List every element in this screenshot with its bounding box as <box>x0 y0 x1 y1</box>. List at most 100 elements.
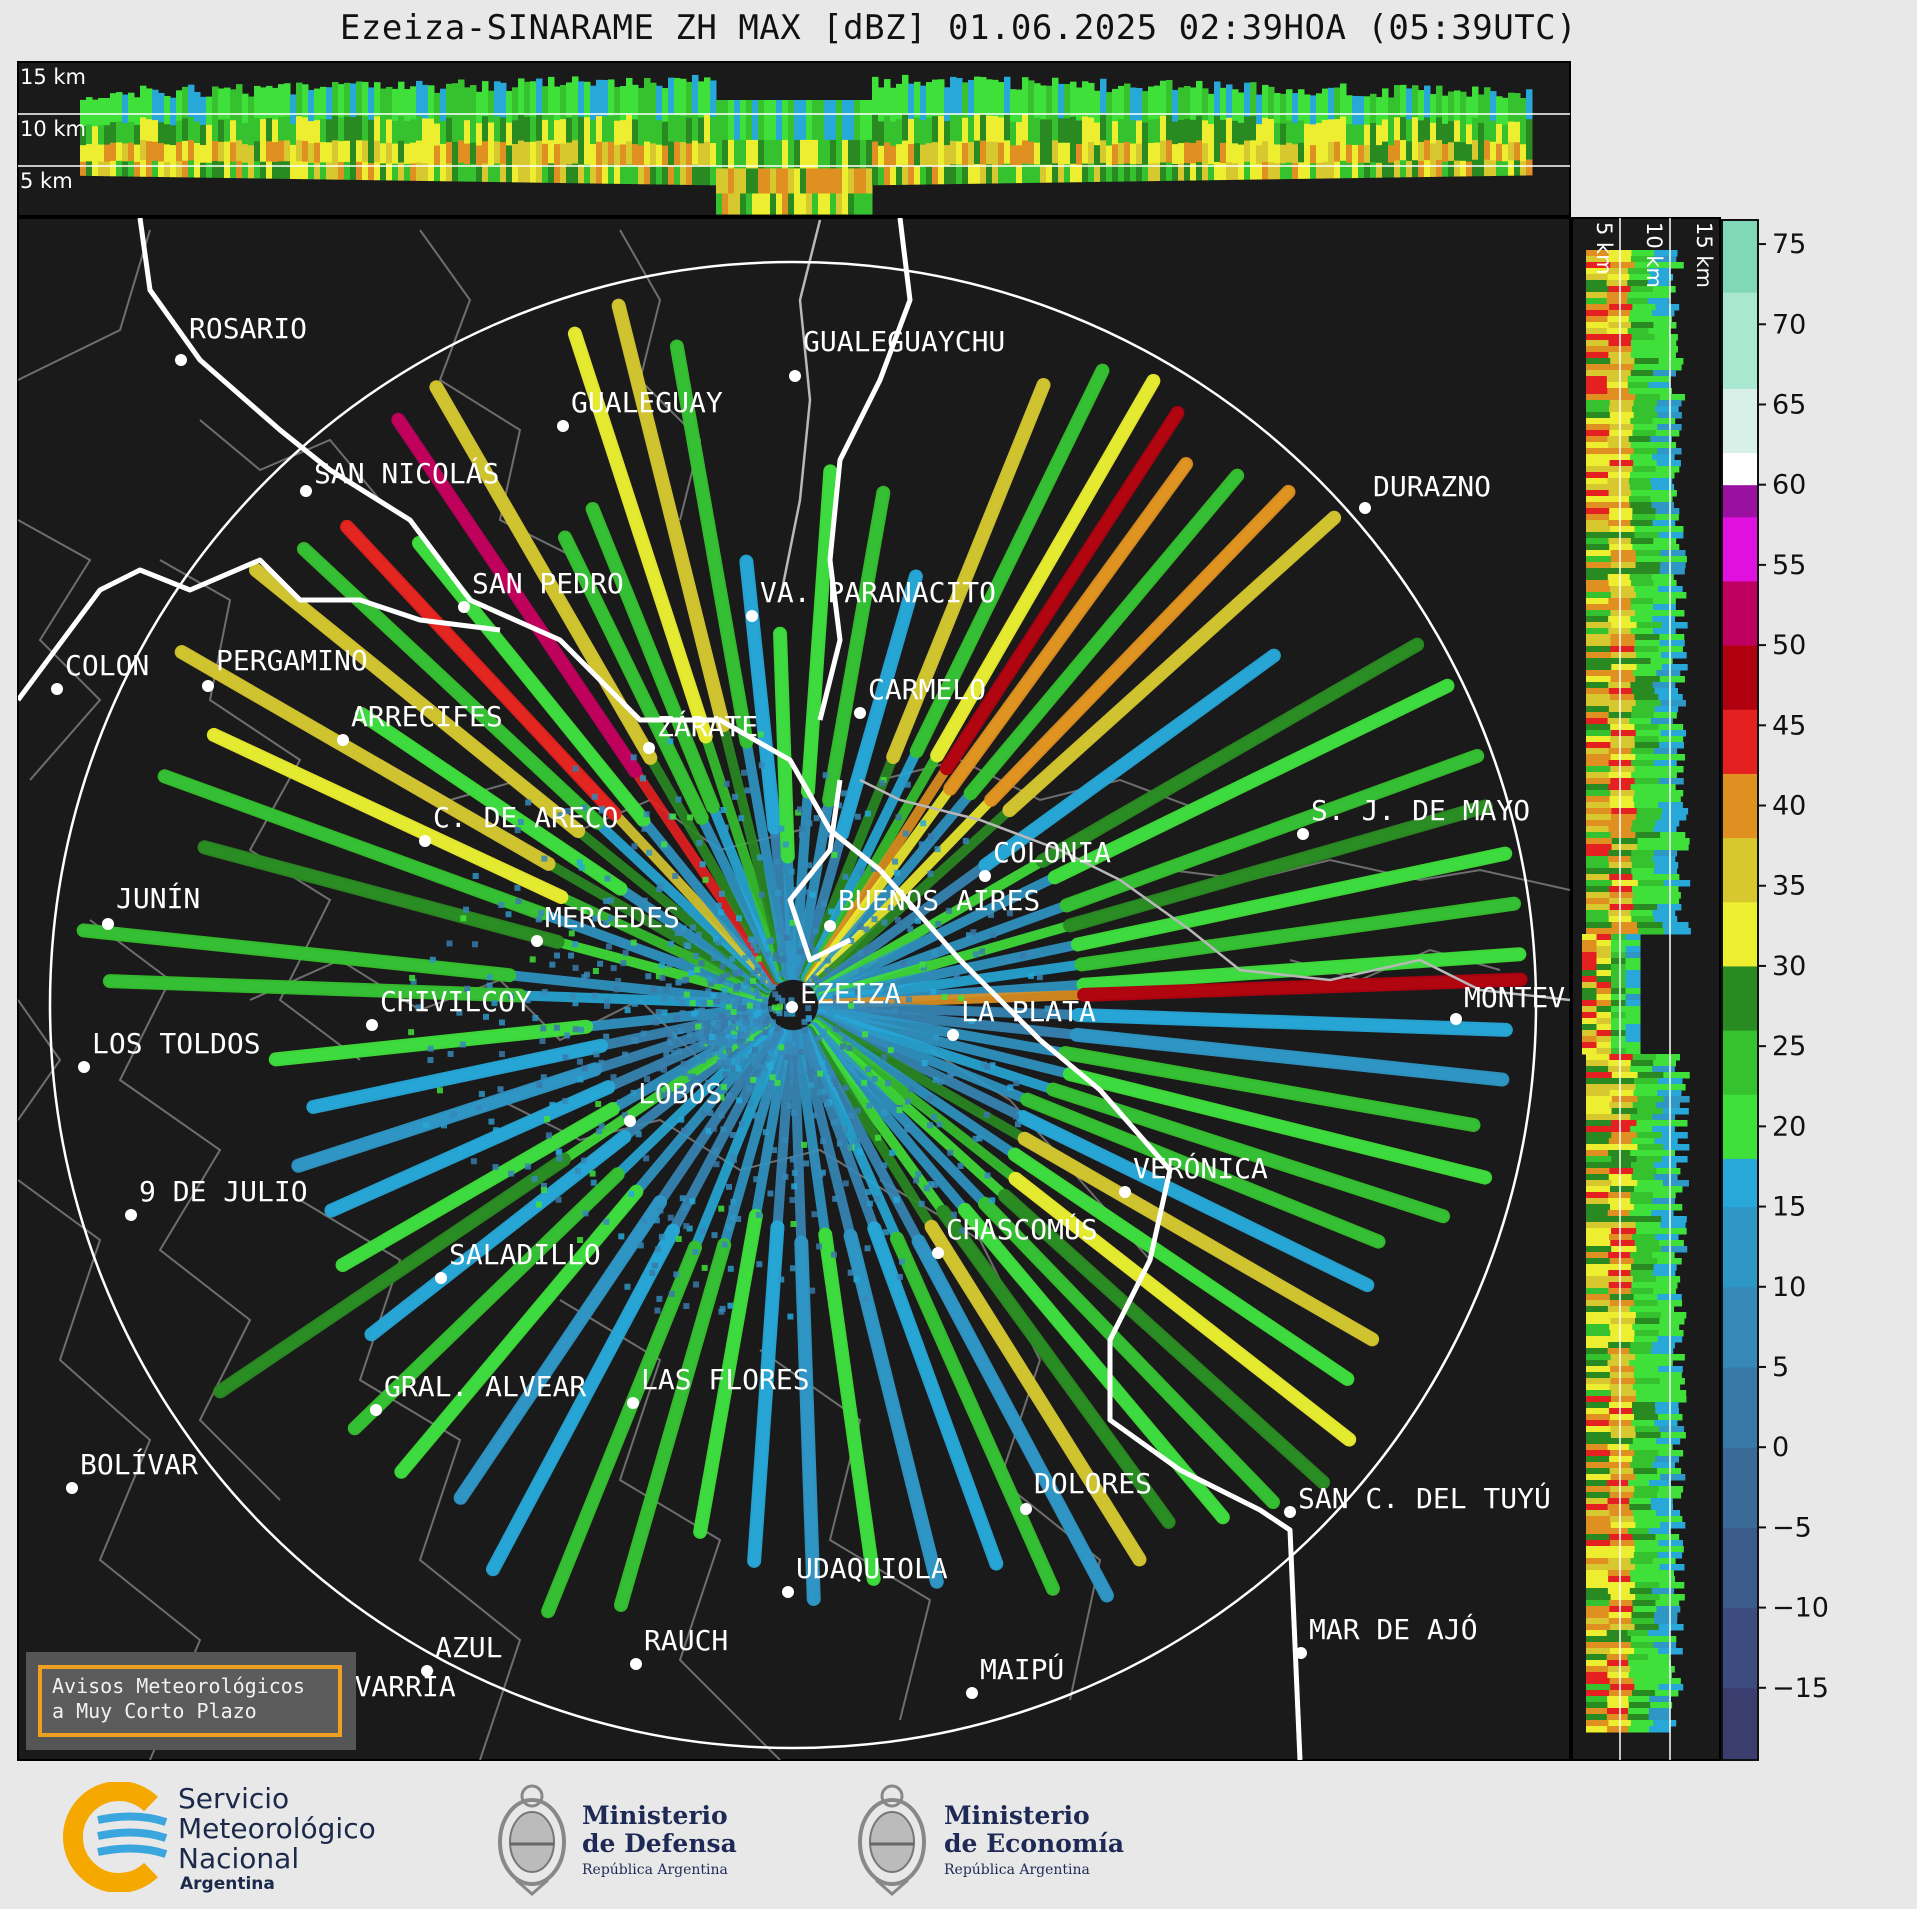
side-section-row <box>1650 1444 1673 1451</box>
side-section-row <box>1659 1582 1685 1589</box>
side-section-row <box>1586 1540 1611 1547</box>
side-section-row <box>1609 466 1633 473</box>
top-section-column <box>1244 161 1251 180</box>
top-section-column <box>434 145 441 166</box>
top-section-column <box>1070 163 1077 183</box>
top-section-column <box>86 97 93 125</box>
side-section-row <box>1609 1300 1635 1307</box>
radar-clutter-pixel <box>834 1003 841 1010</box>
top-section-column <box>506 145 513 166</box>
radar-clutter-pixel <box>515 898 522 905</box>
radar-clutter-pixel <box>736 1005 743 1012</box>
top-section-column <box>1028 164 1035 183</box>
side-section-row <box>1609 430 1633 437</box>
side-section-row <box>1635 562 1661 569</box>
radar-clutter-pixel <box>805 1015 812 1022</box>
city-marker <box>1295 1647 1307 1659</box>
top-section-column <box>1082 81 1089 117</box>
side-section-row <box>1607 1444 1630 1451</box>
top-section-column <box>368 87 375 121</box>
top-section-column <box>1448 160 1455 177</box>
top-section-column <box>956 78 963 116</box>
radar-clutter-pixel <box>842 873 849 880</box>
side-section-row <box>1653 1288 1677 1295</box>
radar-clutter-pixel <box>755 1063 762 1070</box>
side-section-row <box>1659 1318 1685 1325</box>
top-section-column <box>1244 82 1251 117</box>
side-section-row <box>1659 1378 1685 1385</box>
city-marker <box>1450 1013 1462 1025</box>
side-section-row <box>1634 1648 1659 1655</box>
side-section-row <box>1637 1072 1664 1079</box>
top-section-column <box>572 76 579 115</box>
side-section-row <box>1611 1000 1626 1007</box>
radar-clutter-pixel <box>541 989 548 996</box>
radar-clutter-pixel <box>715 939 722 946</box>
radar-clutter-pixel <box>610 965 617 972</box>
side-section-row <box>1630 1066 1653 1073</box>
side-section-row <box>1610 742 1636 749</box>
top-section-column <box>1520 98 1527 126</box>
side-section-row <box>1628 316 1651 323</box>
top-section-column <box>1028 141 1035 165</box>
top-section-column <box>350 162 357 180</box>
top-section-column <box>128 161 135 177</box>
top-section-column <box>1016 89 1023 123</box>
radar-clutter-pixel <box>539 1037 546 1044</box>
side-section-row <box>1656 1606 1681 1613</box>
top-section-column <box>266 141 273 163</box>
radar-clutter-pixel <box>686 1225 693 1232</box>
side-section-row <box>1634 1582 1660 1589</box>
top-section-column <box>1202 163 1209 181</box>
side-section-row <box>1650 1702 1673 1709</box>
top-section-column <box>398 162 405 181</box>
top-section-column <box>998 164 1005 184</box>
side-section-row <box>1586 628 1609 635</box>
side-section-row <box>1632 1054 1657 1061</box>
radar-clutter-pixel <box>630 939 637 946</box>
side-section-row <box>1658 532 1684 539</box>
side-section-row <box>1609 820 1633 827</box>
top-section-column <box>422 118 429 143</box>
side-section-row <box>1610 778 1636 785</box>
side-section-row <box>1607 658 1630 665</box>
top-section-column <box>428 142 435 164</box>
city-label: EZEIZA <box>800 977 901 1010</box>
side-section-row <box>1596 946 1612 953</box>
radar-clutter-pixel <box>620 960 627 967</box>
radar-clutter-pixel <box>786 1086 793 1093</box>
top-section-column <box>878 167 885 186</box>
top-section-column <box>452 117 459 143</box>
top-section-column <box>1526 140 1533 161</box>
radar-ray-core <box>197 840 565 949</box>
side-section-row <box>1607 1360 1630 1367</box>
side-section-row <box>1630 604 1654 611</box>
radar-clutter-pixel <box>842 1180 849 1187</box>
top-section-column <box>1058 118 1065 144</box>
radar-clutter-pixel <box>655 973 662 980</box>
top-section-column <box>578 164 585 184</box>
side-section-row <box>1632 886 1656 893</box>
radar-clutter-pixel <box>791 1183 798 1190</box>
radar-clutter-pixel <box>743 1052 750 1059</box>
side-section-row <box>1586 448 1611 455</box>
top-section-column <box>332 115 339 141</box>
radar-ray-core <box>248 563 586 839</box>
radar-clutter-pixel <box>678 1116 685 1123</box>
radar-range-ring <box>48 260 1538 1750</box>
side-section-row <box>1582 1036 1597 1043</box>
side-section-row <box>1660 1222 1686 1229</box>
radar-clutter-pixel <box>541 855 548 862</box>
top-section-column <box>98 98 105 126</box>
side-section-row <box>1650 388 1673 395</box>
city-marker <box>421 1665 433 1677</box>
top-section-column <box>128 121 135 144</box>
top-section-column <box>1448 91 1455 122</box>
province-border <box>89 919 281 1501</box>
top-section-column <box>752 168 759 194</box>
radar-clutter-pixel <box>695 931 702 938</box>
top-section-column <box>896 83 903 120</box>
radar-clutter-pixel <box>888 993 895 1000</box>
avisos-button[interactable]: Avisos Meteorológicos a Muy Corto Plazo <box>38 1665 342 1737</box>
top-section-column <box>146 141 153 162</box>
